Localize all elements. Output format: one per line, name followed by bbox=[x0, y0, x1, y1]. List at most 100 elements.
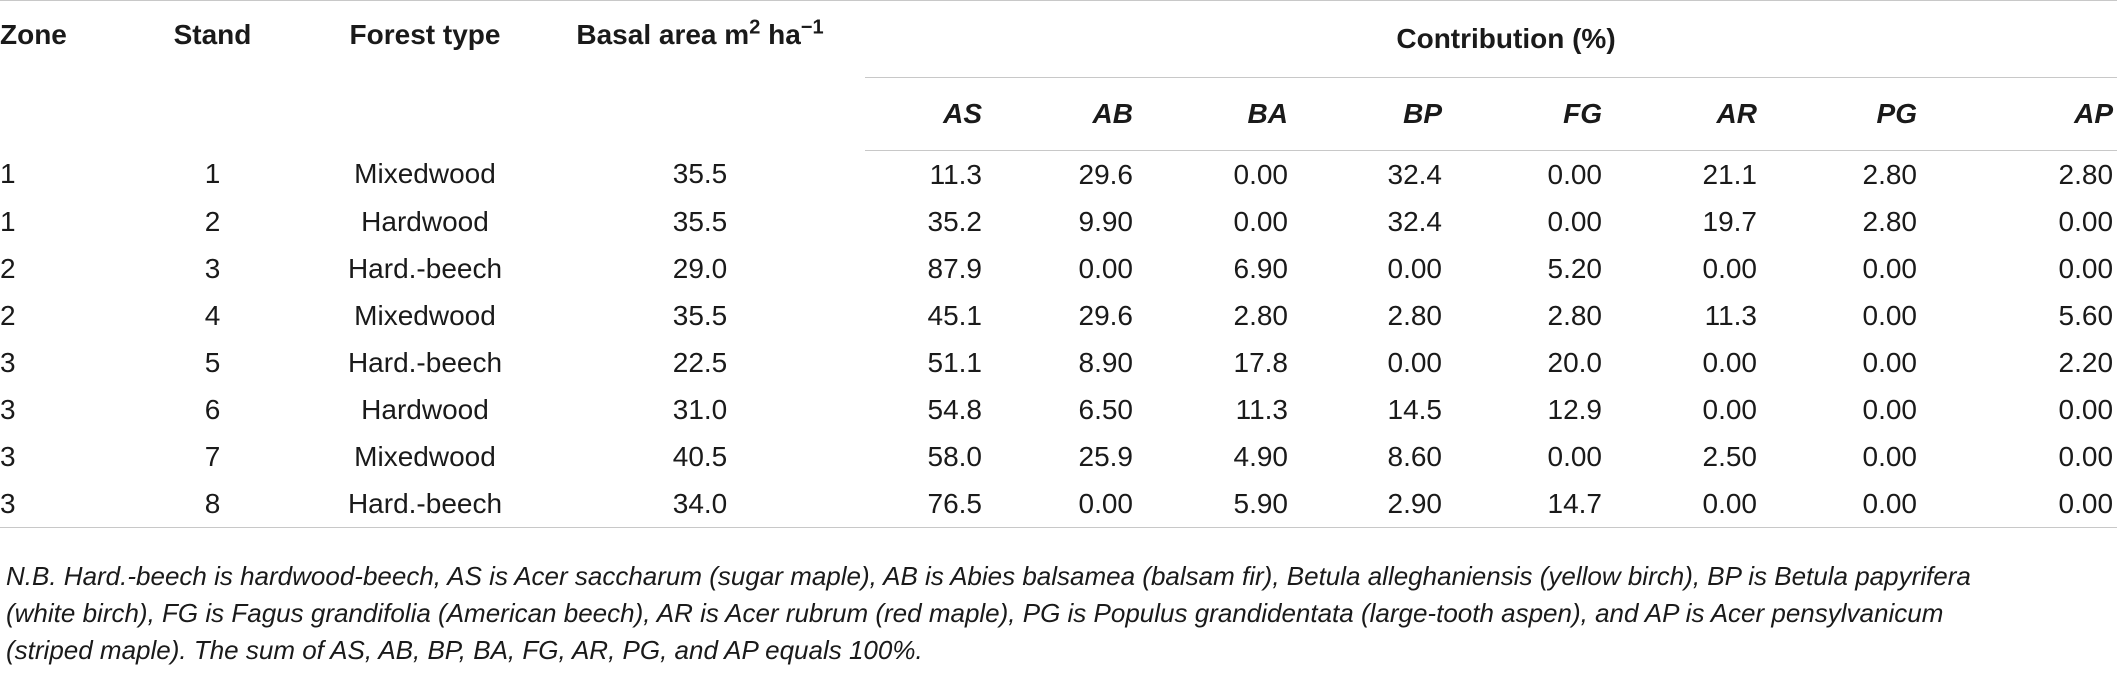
cell-contribution-as: 76.5 bbox=[865, 480, 1010, 528]
cell-contribution-bp: 0.00 bbox=[1387, 346, 1443, 378]
cell-contribution-as: 54.8 bbox=[927, 393, 983, 425]
table-footnote: N.B. Hard.-beech is hardwood-beech, AS i… bbox=[6, 558, 2111, 669]
cell-contribution-ba: 17.8 bbox=[1233, 346, 1289, 378]
cell-contribution-ba: 0.00 bbox=[1233, 205, 1289, 237]
cell-zone: 3 bbox=[0, 346, 16, 378]
footnote-line-1: N.B. Hard.-beech is hardwood-beech, AS i… bbox=[6, 561, 1971, 591]
cell-basal-area: 35.5 bbox=[672, 158, 728, 190]
cell-zone: 3 bbox=[0, 393, 16, 425]
cell-stand: 1 bbox=[204, 158, 221, 190]
footnote-line-2: (white birch), FG is Fagus grandifolia (… bbox=[6, 598, 1944, 628]
cell-contribution-pg: 0.00 bbox=[1862, 440, 1918, 472]
cell-contribution-as: 58.0 bbox=[927, 440, 983, 472]
basal-area-sup-minus1: −1 bbox=[800, 16, 824, 39]
table-body: 1 1 Mixedwood 35.5 11.3 29.6 0.00 32.4 0.00 21.1 2… bbox=[0, 151, 2117, 528]
cell-contribution-pg: 0.00 bbox=[1862, 252, 1918, 284]
table-row: 3 5 Hard.-beech 22.5 51.1 8.90 17.8 0.00 20.0 0.0… bbox=[0, 339, 2117, 386]
cell-zone: 2 bbox=[0, 252, 16, 284]
cell-forest-type: Mixedwood bbox=[354, 299, 496, 331]
cell-contribution-as: 45.1 bbox=[927, 299, 983, 331]
cell-contribution-ab: 0.00 bbox=[1010, 480, 1165, 528]
cell-contribution-as: 51.1 bbox=[927, 346, 983, 378]
header-basal-area: Basal area m2 ha−1 bbox=[535, 0, 865, 151]
cell-basal-area: 22.5 bbox=[672, 346, 728, 378]
cell-contribution-ap: 0.00 bbox=[2058, 252, 2114, 284]
header-forest-type: Forest type bbox=[315, 0, 535, 151]
cell-stand: 2 bbox=[204, 205, 221, 237]
header-stand: Stand bbox=[110, 0, 315, 151]
cell-contribution-ab: 29.6 bbox=[1078, 299, 1134, 331]
cell-contribution-ar: 11.3 bbox=[1704, 299, 1757, 331]
cell-contribution-ap: 0.00 bbox=[2058, 440, 2114, 472]
cell-contribution-ar: 21.1 bbox=[1702, 158, 1758, 190]
table-row: 3 8 Hard.-beech 34.0 76.5 0.00 5.90 2.90 14.7 0.0… bbox=[0, 480, 2117, 528]
header-species-bp: BP bbox=[1320, 77, 1480, 151]
basal-area-sup-2: 2 bbox=[749, 16, 761, 39]
cell-contribution-ar: 0.00 bbox=[1702, 346, 1758, 378]
cell-contribution-fg: 0.00 bbox=[1547, 158, 1603, 190]
cell-basal-area: 31.0 bbox=[672, 393, 728, 425]
header-species-as: AS bbox=[865, 77, 1010, 151]
cell-contribution-pg: 0.00 bbox=[1862, 346, 1918, 378]
footnote-line-3: (striped maple). The sum of AS, AB, BP, … bbox=[6, 635, 923, 665]
cell-forest-type: Hardwood bbox=[361, 393, 489, 425]
cell-contribution-ab: 0.00 bbox=[1078, 252, 1134, 284]
cell-contribution-fg: 2.80 bbox=[1547, 299, 1603, 331]
cell-contribution-ab: 8.90 bbox=[1078, 346, 1134, 378]
cell-contribution-fg: 12.9 bbox=[1547, 393, 1603, 425]
cell-contribution-ar: 0.00 bbox=[1635, 480, 1795, 528]
cell-basal-area: 40.5 bbox=[672, 440, 728, 472]
cell-forest-type: Hard.-beech bbox=[347, 252, 503, 284]
cell-forest-type: Mixedwood bbox=[354, 440, 496, 472]
cell-contribution-fg: 0.00 bbox=[1547, 205, 1603, 237]
cell-zone: 3 bbox=[0, 440, 16, 472]
cell-contribution-ap: 0.00 bbox=[1955, 480, 2117, 528]
header-species-fg: FG bbox=[1480, 77, 1635, 151]
header-species-pg: PG bbox=[1795, 77, 1955, 151]
cell-contribution-bp: 14.5 bbox=[1387, 393, 1443, 425]
cell-contribution-fg: 20.0 bbox=[1547, 346, 1603, 378]
cell-contribution-ab: 25.9 bbox=[1078, 440, 1134, 472]
cell-contribution-ba: 2.80 bbox=[1233, 299, 1289, 331]
header-contribution: Contribution (%) bbox=[865, 0, 2117, 78]
cell-contribution-ba: 6.90 bbox=[1233, 252, 1289, 284]
cell-contribution-ap: 2.20 bbox=[2058, 346, 2114, 378]
cell-basal-area: 34.0 bbox=[535, 480, 865, 528]
table-row: 3 7 Mixedwood 40.5 58.0 25.9 4.90 8.60 0.00 2.50 0… bbox=[0, 433, 2117, 480]
cell-forest-type: Hard.-beech bbox=[347, 346, 503, 378]
cell-stand: 4 bbox=[204, 299, 221, 331]
cell-basal-area: 35.5 bbox=[672, 299, 728, 331]
cell-contribution-ar: 19.7 bbox=[1702, 205, 1758, 237]
cell-contribution-ab: 9.90 bbox=[1078, 205, 1134, 237]
header-row-2: AS AB BA BP FG AR PG AP bbox=[0, 77, 2117, 151]
cell-basal-area: 29.0 bbox=[672, 252, 728, 284]
cell-zone: 2 bbox=[0, 299, 16, 331]
cell-zone: 1 bbox=[0, 158, 16, 190]
cell-contribution-pg: 0.00 bbox=[1795, 480, 1955, 528]
cell-zone: 1 bbox=[0, 205, 16, 237]
cell-contribution-ab: 6.50 bbox=[1078, 393, 1134, 425]
cell-contribution-bp: 0.00 bbox=[1387, 252, 1443, 284]
cell-contribution-ap: 0.00 bbox=[2058, 393, 2114, 425]
cell-contribution-ar: 0.00 bbox=[1702, 393, 1758, 425]
cell-contribution-fg: 14.7 bbox=[1480, 480, 1635, 528]
cell-stand: 8 bbox=[110, 480, 315, 528]
cell-contribution-bp: 2.90 bbox=[1320, 480, 1480, 528]
cell-contribution-pg: 2.80 bbox=[1862, 158, 1918, 190]
cell-forest-type: Mixedwood bbox=[354, 158, 496, 190]
cell-contribution-bp: 32.4 bbox=[1387, 205, 1443, 237]
basal-area-label: Basal area m bbox=[576, 19, 750, 50]
cell-contribution-ar: 0.00 bbox=[1702, 252, 1758, 284]
cell-contribution-bp: 8.60 bbox=[1387, 440, 1443, 472]
cell-basal-area: 35.5 bbox=[672, 205, 728, 237]
header-zone: Zone bbox=[0, 0, 110, 151]
table-header: Zone Stand Forest type Basal area m2 ha−… bbox=[0, 0, 2117, 151]
cell-contribution-ap: 0.00 bbox=[2058, 205, 2114, 237]
cell-stand: 7 bbox=[204, 440, 221, 472]
cell-contribution-pg: 2.80 bbox=[1862, 205, 1918, 237]
cell-contribution-ba: 5.90 bbox=[1165, 480, 1320, 528]
header-species-ba: BA bbox=[1165, 77, 1320, 151]
cell-contribution-pg: 0.00 bbox=[1862, 393, 1918, 425]
cell-contribution-fg: 0.00 bbox=[1547, 440, 1603, 472]
